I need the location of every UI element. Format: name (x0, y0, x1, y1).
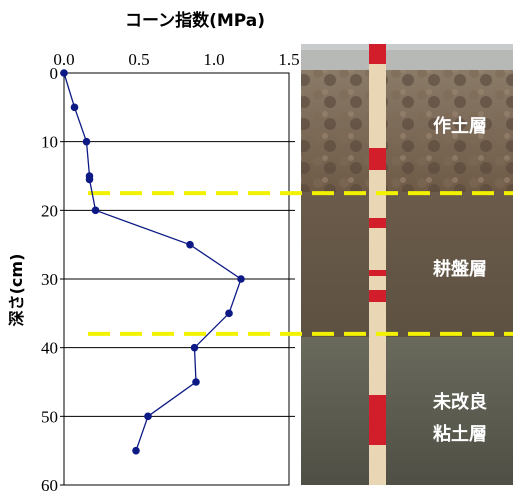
data-point (91, 206, 100, 215)
layer-label-clay-line1: 未改良 (433, 391, 487, 413)
data-point (85, 175, 94, 184)
y-axis-label: 深さ(cm) (7, 254, 26, 327)
y-tick-label: 0 (50, 64, 59, 83)
data-point (225, 309, 233, 318)
x-tick-label: 1.0 (203, 50, 224, 69)
data-point (186, 240, 194, 249)
photo-topsoil-clods (301, 70, 513, 192)
y-tick-labels: 0 10 20 30 40 50 60 (41, 64, 64, 494)
data-point (132, 446, 140, 455)
data-point (82, 137, 91, 146)
data-point (60, 69, 68, 77)
layer-boundaries (88, 191, 513, 336)
data-point (190, 343, 199, 352)
data-point (192, 378, 200, 386)
y-tick-label: 60 (41, 476, 58, 494)
photo-hardpan (301, 192, 513, 337)
data-point (237, 275, 245, 283)
y-tick-label: 40 (41, 339, 58, 358)
layer-label-topsoil: 作土層 (433, 115, 487, 137)
photo-building (301, 50, 513, 72)
pole-red-band (369, 290, 386, 302)
x-tick-label: 0.5 (128, 50, 149, 69)
pole-red-band (369, 148, 386, 170)
layer-label-hardpan: 耕盤層 (433, 258, 487, 280)
y-tick-label: 20 (41, 201, 58, 220)
y-tick-label: 30 (41, 270, 58, 289)
pole-red-band (369, 395, 386, 445)
data-series (60, 69, 245, 455)
layer-label-clay-line2: 粘土層 (433, 423, 487, 445)
x-tick-labels: 0.0 0.5 1.0 1.5 (53, 50, 299, 69)
pole-red-band (369, 218, 386, 228)
pole-red-band (369, 270, 386, 276)
data-point (70, 103, 79, 112)
data-point (144, 412, 152, 421)
y-tick-label: 10 (41, 133, 58, 152)
soil-photo (301, 44, 513, 485)
y-tick-label: 50 (41, 407, 58, 426)
photo-clay (301, 337, 513, 485)
pole-red-band (369, 44, 386, 64)
gridlines (64, 141, 295, 417)
chart-title: コーン指数(MPa) (125, 10, 265, 31)
x-tick-label: 1.5 (278, 50, 299, 69)
x-tick-label: 0.0 (53, 50, 74, 69)
